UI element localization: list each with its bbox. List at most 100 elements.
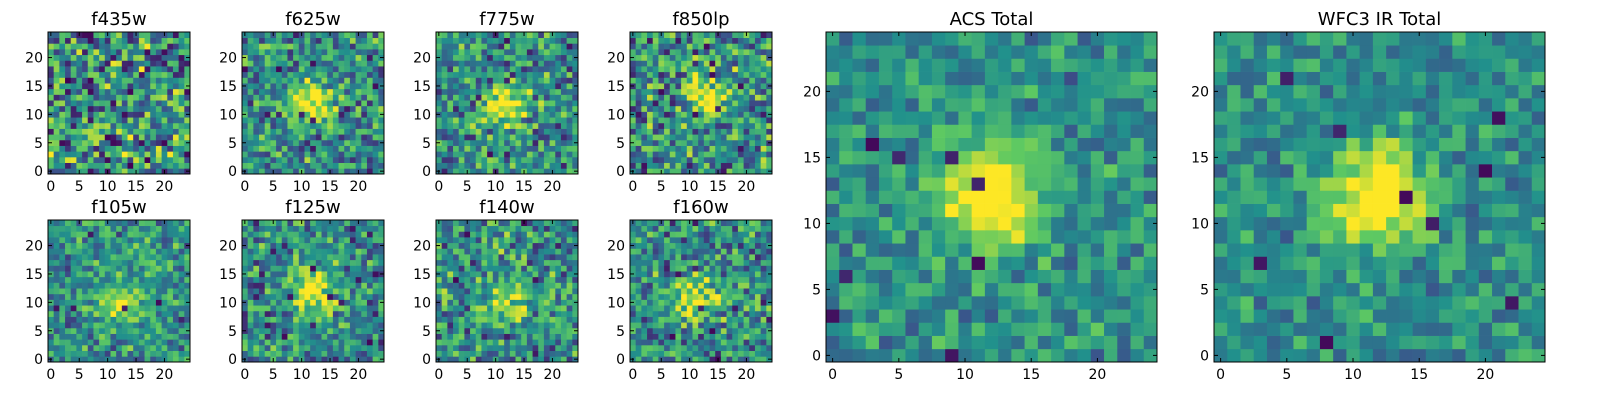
- heatmap-cell: [447, 265, 454, 272]
- heatmap-cell: [686, 139, 693, 146]
- heatmap-cell: [436, 88, 443, 95]
- heatmap-cell: [681, 117, 688, 124]
- heatmap-cell: [276, 111, 283, 118]
- heatmap-cell: [555, 282, 562, 289]
- heatmap-cell: [155, 242, 162, 249]
- heatmap-cell: [532, 134, 539, 141]
- heatmap-cell: [133, 254, 140, 261]
- heatmap-cell: [161, 322, 168, 329]
- heatmap-cell: [116, 32, 123, 39]
- heatmap-cell: [543, 162, 550, 169]
- y-tick-label: 10: [413, 295, 431, 311]
- y-tick-label: 15: [25, 267, 43, 283]
- heatmap-cell: [492, 105, 499, 112]
- heatmap-cell: [264, 128, 271, 135]
- heatmap-cell: [133, 54, 140, 61]
- heatmap-cell: [87, 49, 94, 56]
- heatmap-cell: [161, 77, 168, 84]
- heatmap-cell: [538, 350, 545, 357]
- heatmap-cell: [703, 162, 710, 169]
- heatmap-cell: [470, 254, 477, 261]
- heatmap-cell: [281, 305, 288, 312]
- heatmap-cell: [766, 282, 773, 289]
- heatmap-cell: [70, 265, 77, 272]
- heatmap-cell: [276, 168, 283, 175]
- heatmap-cell: [253, 139, 260, 146]
- heatmap-cell: [504, 282, 511, 289]
- heatmap-cell: [521, 305, 528, 312]
- heatmap-cell: [464, 344, 471, 351]
- heatmap-cell: [344, 105, 351, 112]
- heatmap-cell: [242, 43, 249, 50]
- heatmap-cell: [555, 271, 562, 278]
- heatmap-cell: [436, 276, 443, 283]
- heatmap-cell: [458, 288, 465, 295]
- heatmap-cell: [709, 77, 716, 84]
- heatmap-cell: [378, 220, 385, 227]
- heatmap-cell: [110, 225, 117, 232]
- heatmap-cells: [48, 220, 191, 363]
- heatmap-cell: [355, 242, 362, 249]
- heatmap-cell: [652, 128, 659, 135]
- heatmap-cell: [481, 145, 488, 152]
- heatmap-cell: [150, 242, 157, 249]
- heatmap-cell: [641, 88, 648, 95]
- heatmap-cell: [150, 344, 157, 351]
- heatmap-cell: [48, 225, 55, 232]
- heatmap-cell: [509, 49, 516, 56]
- heatmap-cell: [647, 344, 654, 351]
- heatmap-cell: [560, 60, 567, 67]
- heatmap-cell: [641, 276, 648, 283]
- heatmap-cell: [515, 83, 522, 90]
- heatmap-cell: [630, 316, 637, 323]
- heatmap-cell: [436, 231, 443, 238]
- heatmap-cell: [178, 333, 185, 340]
- heatmap-cell: [715, 83, 722, 90]
- heatmap-cell: [664, 316, 671, 323]
- heatmap-cell: [332, 66, 339, 73]
- heatmap-cell: [630, 88, 637, 95]
- heatmap-cell: [560, 310, 567, 317]
- heatmap-cell: [504, 83, 511, 90]
- y-tick-label: 5: [228, 136, 237, 152]
- heatmap-cell: [492, 231, 499, 238]
- heatmap-cell: [458, 356, 465, 363]
- heatmap-cell: [87, 271, 94, 278]
- y-tick-label: 20: [219, 239, 237, 255]
- heatmap-cell: [647, 83, 654, 90]
- heatmap-cell: [93, 54, 100, 61]
- heatmap-cell: [253, 220, 260, 227]
- heatmap-cell: [669, 151, 676, 158]
- heatmap-cell: [470, 242, 477, 249]
- heatmap-cell: [344, 128, 351, 135]
- heatmap-cell: [150, 94, 157, 101]
- heatmap-cell: [276, 350, 283, 357]
- heatmap-cell: [366, 162, 373, 169]
- heatmap-cell: [532, 49, 539, 56]
- heatmap-cell: [281, 299, 288, 306]
- heatmap-cell: [372, 139, 379, 146]
- heatmap-cell: [538, 49, 545, 56]
- heatmap-cell: [87, 88, 94, 95]
- heatmap-cell: [652, 350, 659, 357]
- heatmap-cell: [487, 231, 494, 238]
- heatmap-cell: [150, 128, 157, 135]
- heatmap-cell: [121, 237, 128, 244]
- heatmap-cell: [104, 43, 111, 50]
- heatmap-cell: [361, 77, 368, 84]
- heatmap-cell: [104, 248, 111, 255]
- heatmap-cell: [121, 288, 128, 295]
- heatmap-cell: [287, 327, 294, 334]
- heatmap-cell: [264, 293, 271, 300]
- heatmap-cell: [355, 60, 362, 67]
- heatmap-cell: [65, 162, 72, 169]
- heatmap-cell: [304, 322, 311, 329]
- heatmap-cell: [526, 276, 533, 283]
- heatmap-cell: [138, 134, 145, 141]
- heatmap-cell: [138, 88, 145, 95]
- heatmap-cell: [87, 105, 94, 112]
- heatmap-cell: [372, 220, 379, 227]
- heatmap-cell: [338, 105, 345, 112]
- heatmap-cell: [498, 83, 505, 90]
- heatmap-cell: [647, 310, 654, 317]
